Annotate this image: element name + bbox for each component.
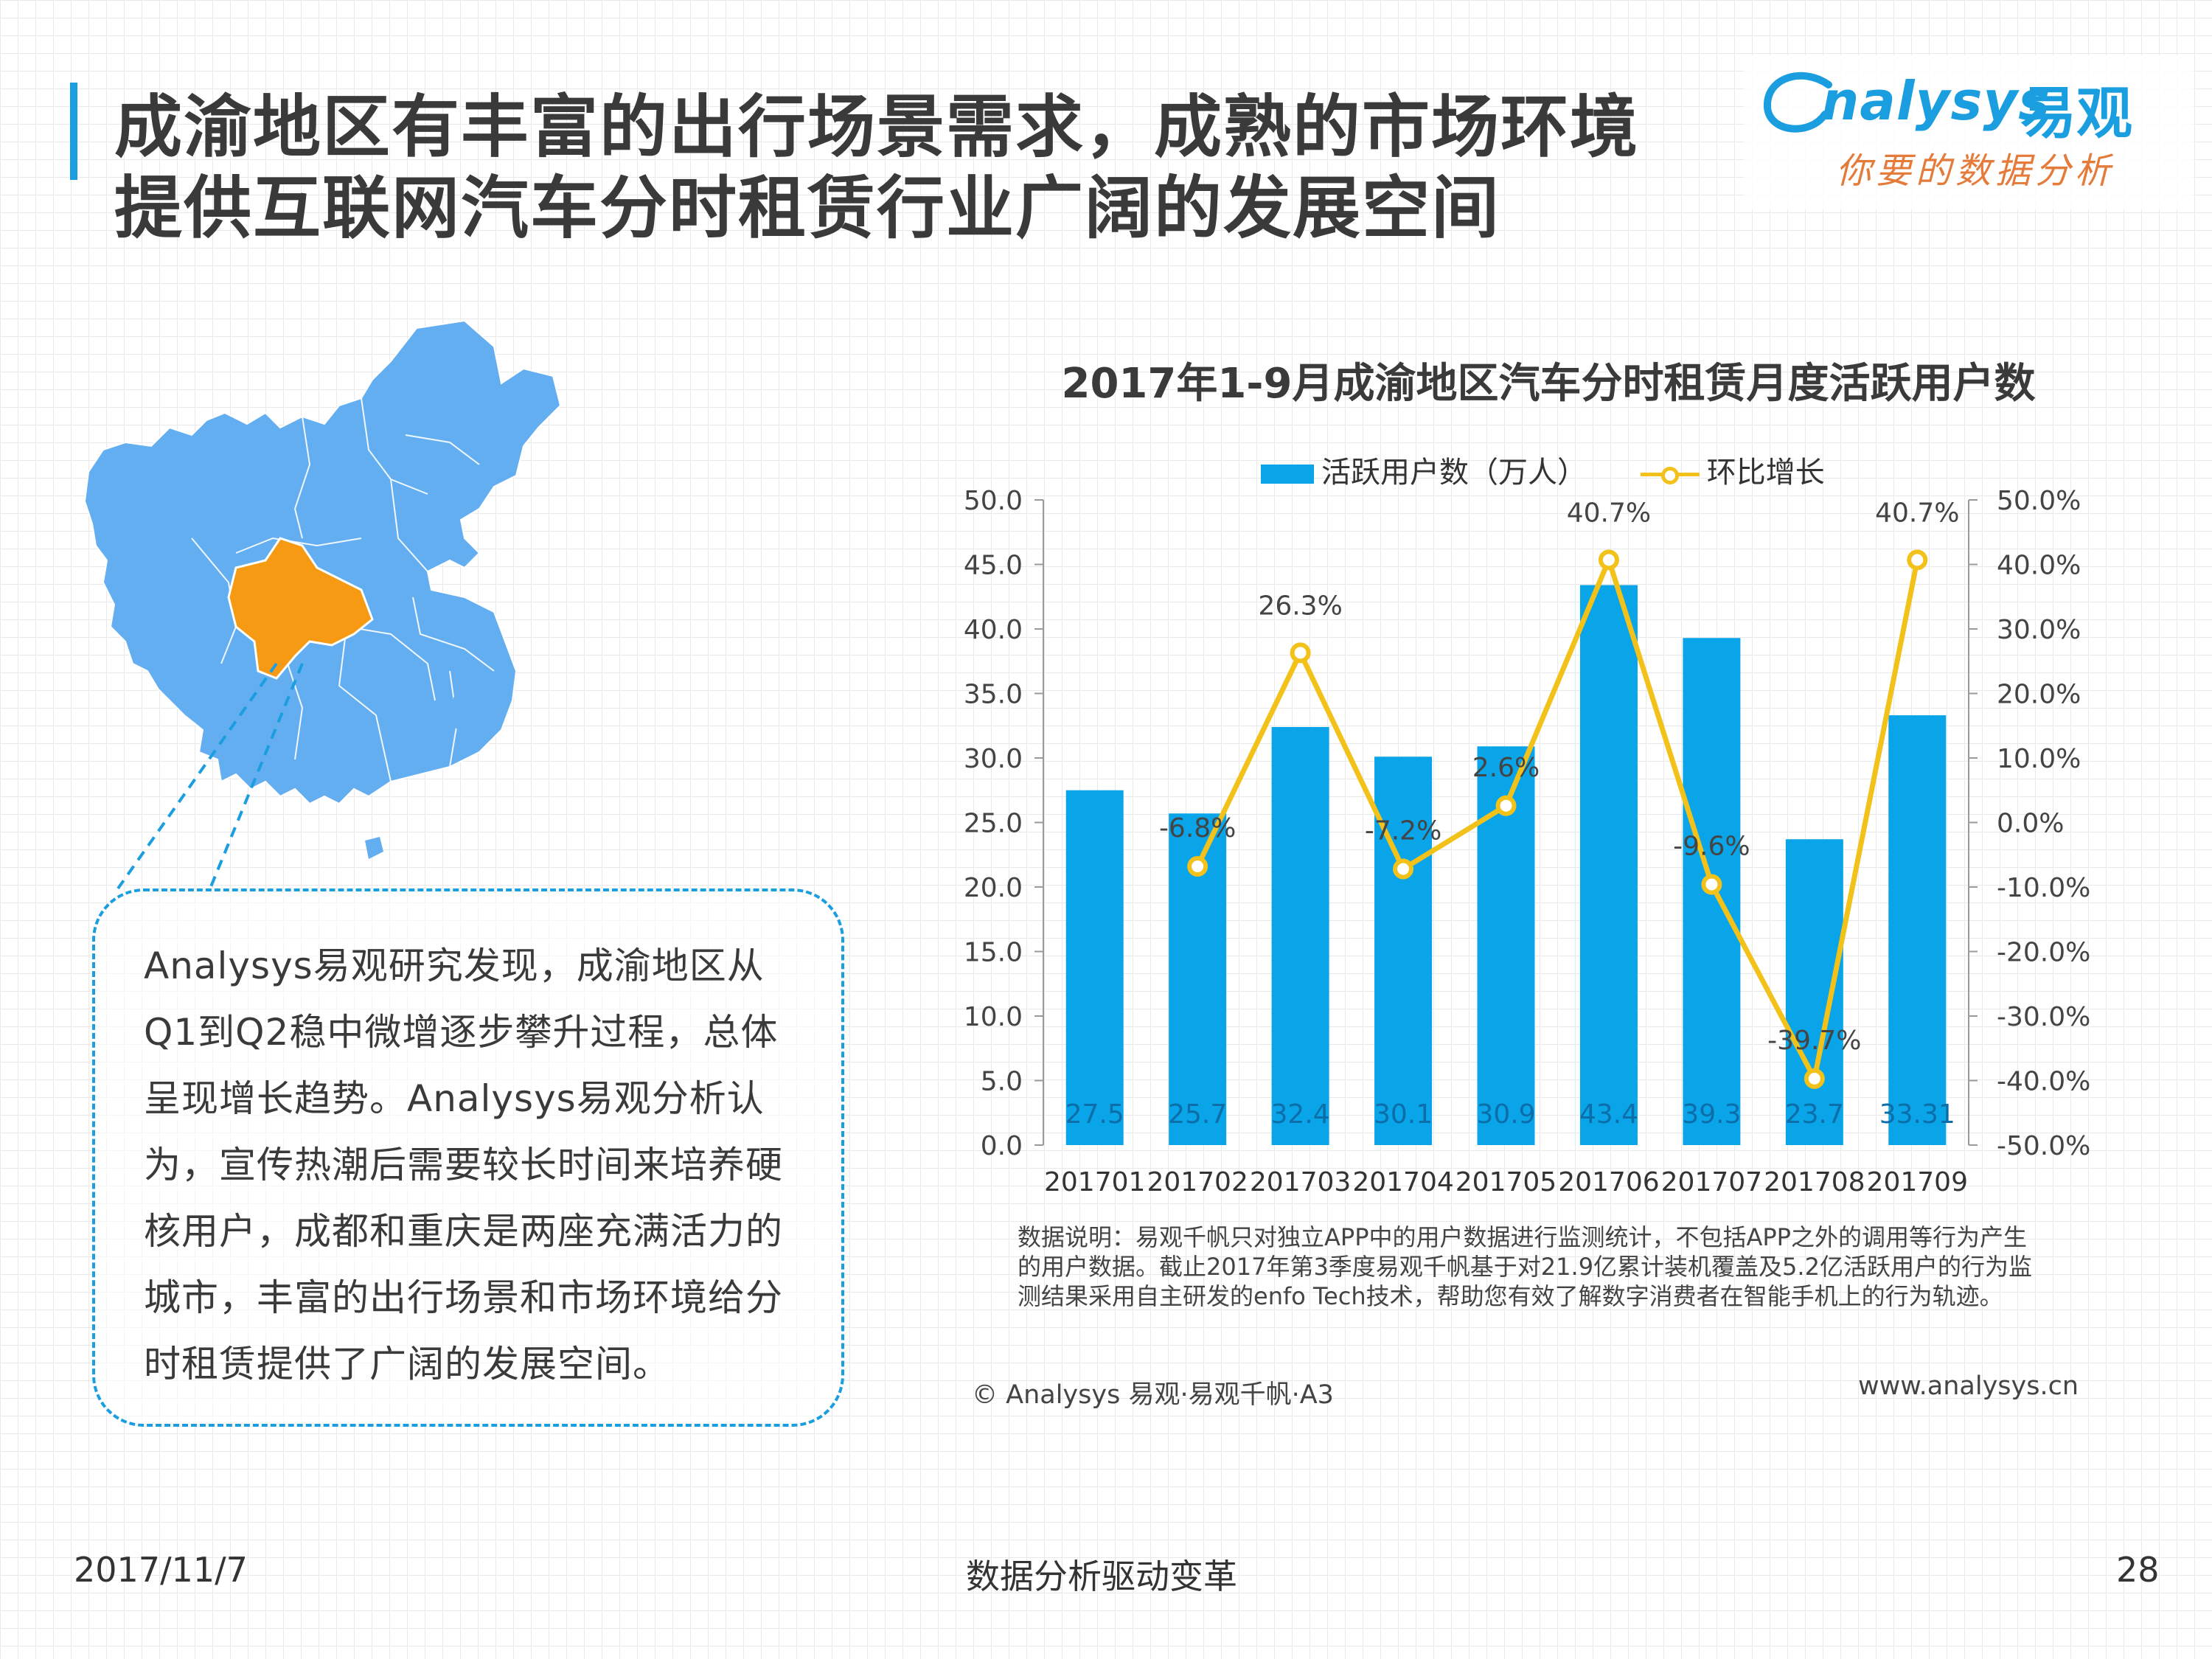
y-tick-label-right: 50.0% (1997, 486, 2081, 516)
page-title-line2: 提供互联网汽车分时租赁行业广阔的发展空间 (114, 169, 1501, 248)
growth-value-label: -39.7% (1767, 1026, 1861, 1056)
logo-slogan: 你要的数据分析 (1836, 150, 2115, 192)
bar-201703 (1271, 727, 1329, 1145)
footer-date: 2017/11/7 (74, 1550, 248, 1590)
y-tick-label-left: 40.0 (964, 615, 1023, 645)
logo-swirl-icon (1764, 72, 1832, 133)
growth-value-label: 26.3% (1258, 591, 1342, 621)
growth-value-label: -9.6% (1673, 832, 1750, 862)
y-tick-label-right: 40.0% (1997, 551, 2081, 581)
growth-value-label: 2.6% (1472, 753, 1540, 783)
page-number: 28 (2116, 1550, 2160, 1590)
y-tick-label-left: 20.0 (964, 873, 1023, 903)
y-tick-label-right: -50.0% (1997, 1131, 2090, 1161)
growth-value-label: 40.7% (1875, 498, 1959, 528)
logo-brand-text: nalysys (1821, 70, 2051, 132)
title-accent-bar (70, 83, 77, 180)
growth-point-201708 (1804, 1068, 1825, 1089)
y-tick-label-left: 0.0 (981, 1131, 1023, 1161)
map-callout-leaders (116, 662, 304, 890)
y-tick-label-left: 35.0 (964, 680, 1023, 710)
website-link[interactable]: www.analysys.cn (1858, 1371, 2079, 1401)
y-tick-label-left: 5.0 (981, 1067, 1023, 1097)
bar-value-label: 33.31 (1879, 1099, 1955, 1130)
y-tick-label-right: 0.0% (1997, 809, 2064, 839)
x-tick-label: 201709 (1867, 1167, 1968, 1197)
bar-value-label: 30.9 (1476, 1099, 1535, 1130)
growth-point-201703 (1290, 642, 1311, 664)
sichuan-chongqing-highlight (227, 537, 374, 680)
growth-value-label: -7.2% (1365, 816, 1441, 846)
y-tick-label-left: 45.0 (964, 551, 1023, 581)
y-tick-label-left: 25.0 (964, 809, 1023, 839)
bar-201701 (1065, 790, 1124, 1145)
bar-201706 (1579, 585, 1638, 1145)
bar-value-label: 25.7 (1168, 1099, 1227, 1130)
chart-title: 2017年1-9月成渝地区汽车分时租赁月度活跃用户数 (1061, 360, 2036, 408)
y-tick-label-left: 50.0 (964, 486, 1023, 516)
growth-point-201702 (1187, 856, 1208, 877)
bar-value-label: 32.4 (1271, 1099, 1330, 1130)
page-title: 成渝地区有丰富的出行场景需求，成熟的市场环境 提供互联网汽车分时租赁行业广阔的发… (114, 87, 1773, 249)
footer-slogan: 数据分析驱动变革 (966, 1557, 1237, 1596)
growth-point-201705 (1495, 795, 1517, 816)
data-note: 数据说明：易观千帆只对独立APP中的用户数据进行监测统计，不包括APP之外的调用… (1018, 1223, 2032, 1310)
y-tick-label-right: 30.0% (1997, 615, 2081, 645)
y-tick-label-left: 10.0 (964, 1002, 1023, 1032)
x-tick-label: 201705 (1455, 1167, 1557, 1197)
legend-bar-label: 活跃用户数（万人） (1321, 456, 1587, 490)
y-tick-label-right: -30.0% (1997, 1002, 2090, 1032)
province-borders (191, 397, 495, 782)
growth-value-label: 40.7% (1567, 498, 1651, 528)
x-tick-label: 201702 (1147, 1167, 1248, 1197)
taiwan-shape (450, 697, 465, 730)
y-tick-label-right: -20.0% (1997, 938, 2090, 968)
china-map (83, 319, 562, 890)
bar-value-label: 43.4 (1579, 1099, 1638, 1130)
growth-point-201706 (1598, 549, 1619, 571)
growth-line (1195, 557, 1920, 1082)
growth-point-201704 (1393, 858, 1414, 880)
bar-201709 (1888, 715, 1947, 1145)
legend-line-label: 环比增长 (1706, 456, 1825, 490)
x-tick-label: 201707 (1661, 1167, 1762, 1197)
chart-legend: 活跃用户数（万人） 环比增长 (1261, 448, 1869, 491)
legend-bar-swatch (1261, 465, 1314, 484)
x-tick-label: 201704 (1352, 1167, 1453, 1197)
insight-text: Analysys易观研究发现，成渝地区从Q1到Q2稳中微增逐步攀升过程，总体呈现… (144, 945, 783, 1385)
insight-callout (92, 888, 844, 1427)
y-tick-label-left: 15.0 (964, 938, 1023, 968)
x-tick-label: 201708 (1764, 1167, 1865, 1197)
bar-value-label: 23.7 (1785, 1099, 1844, 1130)
logo-cn-text: 易观 (2020, 80, 2132, 146)
y-tick-label-right: 20.0% (1997, 680, 2081, 710)
x-tick-label: 201701 (1044, 1167, 1145, 1197)
bar-value-label: 39.3 (1682, 1099, 1741, 1130)
growth-value-label: -6.8% (1159, 813, 1236, 844)
bar-value-label: 30.1 (1374, 1099, 1433, 1130)
y-tick-label-right: -10.0% (1997, 873, 2090, 903)
y-tick-label-right: -40.0% (1997, 1067, 2090, 1097)
bar-value-label: 27.5 (1065, 1099, 1124, 1130)
y-tick-label-right: 10.0% (1997, 744, 2081, 774)
growth-point-201709 (1907, 549, 1928, 571)
x-tick-label: 201703 (1250, 1167, 1351, 1197)
page-title-line1: 成渝地区有丰富的出行场景需求，成熟的市场环境 (114, 88, 1640, 167)
legend-item-bar: 活跃用户数（万人） (1261, 448, 1587, 491)
legend-item-line: 环比增长 (1640, 448, 1825, 491)
x-tick-label: 201706 (1558, 1167, 1659, 1197)
legend-line-swatch (1640, 465, 1700, 484)
analysys-logo (1744, 55, 2194, 210)
source-credit: © Analysys 易观·易观千帆·A3 (972, 1380, 1334, 1410)
bar-201704 (1374, 757, 1433, 1145)
hainan-shape (365, 837, 383, 859)
y-tick-label-left: 30.0 (964, 744, 1023, 774)
growth-point-201707 (1701, 874, 1722, 895)
